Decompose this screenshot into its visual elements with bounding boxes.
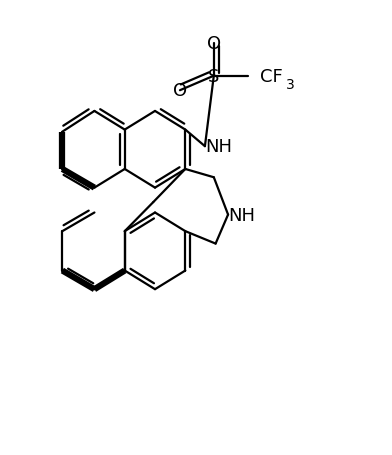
Text: O: O bbox=[173, 82, 187, 100]
Text: 3: 3 bbox=[286, 77, 294, 91]
Text: NH: NH bbox=[205, 138, 232, 156]
Text: CF: CF bbox=[260, 67, 282, 86]
Text: S: S bbox=[208, 67, 220, 86]
Text: O: O bbox=[207, 35, 221, 52]
Text: NH: NH bbox=[228, 206, 255, 224]
